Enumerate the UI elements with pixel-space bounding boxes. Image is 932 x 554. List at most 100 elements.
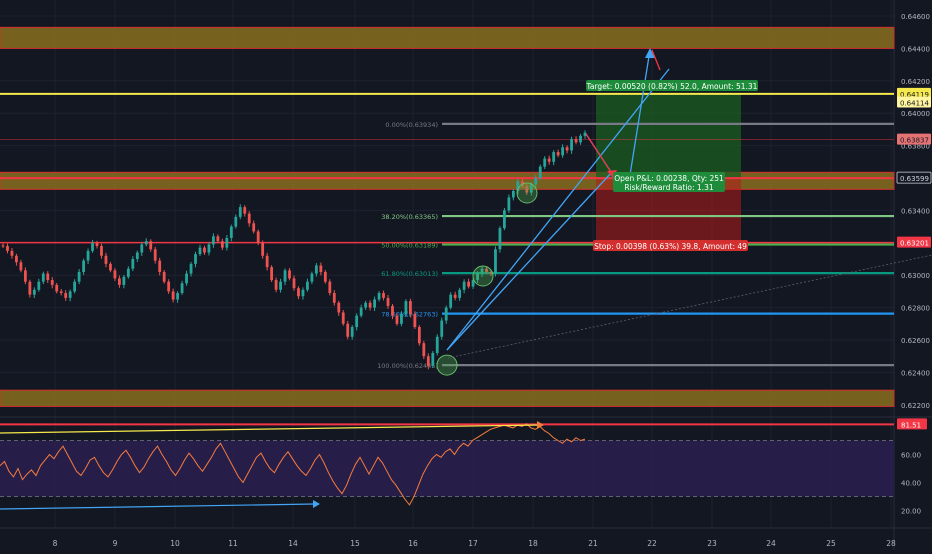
trendline-projection — [446, 68, 670, 351]
time-tick-label: 15 — [350, 539, 360, 548]
candle-body — [68, 291, 72, 298]
candle-body — [538, 166, 542, 178]
candlestick-series — [1, 130, 587, 370]
arrow-head-up — [645, 48, 655, 58]
candle-body — [46, 273, 50, 281]
candle-body — [77, 271, 81, 282]
candle-body — [122, 276, 126, 285]
rsi-arrow-lower — [313, 500, 320, 508]
rsi-line — [0, 423, 586, 506]
stop-label: Stop: 0.00398 (0.63%) 39.8, Amount: 49 — [593, 240, 748, 251]
fib-level-label: 38.20%(0.63365) — [381, 213, 438, 221]
time-tick-label: 21 — [588, 539, 598, 548]
candle-body — [261, 242, 265, 256]
candle-body — [561, 147, 565, 156]
candle-body — [574, 139, 578, 143]
candle-body — [373, 299, 376, 308]
price-tick-label: 0.63800 — [901, 143, 930, 151]
candle-body — [449, 294, 453, 308]
projection-reject — [651, 49, 661, 71]
stop-label-bg — [593, 240, 748, 251]
candle-body — [579, 135, 582, 143]
price-tick-label: 0.62800 — [901, 305, 930, 313]
trendline-support — [446, 171, 613, 351]
price-tick-label: 0.64600 — [901, 13, 930, 21]
candle-body — [100, 246, 103, 256]
candle-body — [153, 249, 157, 261]
candle-body — [583, 132, 587, 136]
time-tick-label: 8 — [53, 539, 58, 548]
candle-body — [10, 250, 14, 256]
candle-body — [180, 283, 184, 294]
candle-body — [377, 293, 381, 300]
highlight-circle — [516, 182, 538, 204]
candle-body — [565, 147, 569, 151]
position-labels: Target: 0.00520 (0.82%) 52.0, Amount: 51… — [586, 80, 758, 251]
candle-body — [140, 244, 144, 253]
rsi-tick-label: 60.00 — [901, 452, 921, 460]
long-position-tool[interactable] — [596, 93, 741, 243]
candle-body — [543, 158, 547, 167]
candle-body — [319, 265, 323, 272]
candle-body — [229, 226, 233, 238]
candle-body — [552, 152, 556, 162]
candle-body — [212, 236, 215, 245]
candle-body — [243, 207, 247, 214]
candle-body — [113, 270, 117, 279]
candle-body — [391, 305, 394, 316]
candle-body — [55, 284, 59, 292]
price-tick-label: 0.63000 — [901, 272, 930, 280]
time-tick-label: 24 — [766, 539, 776, 548]
candle-body — [297, 288, 300, 297]
candle-body — [64, 293, 68, 298]
stop-label-text: Stop: 0.00398 (0.63%) 39.8, Amount: 49 — [594, 242, 747, 251]
candle-body — [207, 244, 211, 253]
highlight-circle — [436, 354, 458, 376]
candle-body — [332, 293, 336, 303]
candle-body — [494, 249, 497, 274]
candle-body — [350, 327, 354, 337]
candle-body — [194, 254, 197, 264]
candle-body — [185, 273, 188, 284]
candle-body — [1, 245, 5, 247]
candle-body — [525, 186, 529, 193]
projection-drop — [585, 133, 614, 176]
candle-body — [82, 260, 85, 272]
candle-body — [462, 281, 466, 290]
candle-body — [176, 293, 179, 300]
candle-body — [15, 255, 18, 263]
candle-body — [162, 271, 166, 282]
candle-body — [359, 307, 363, 316]
candle-body — [288, 270, 291, 279]
candle-body — [404, 301, 408, 315]
price-tick-label: 0.64000 — [901, 110, 930, 118]
time-tick-label: 16 — [408, 539, 418, 548]
horizontal-lines[interactable] — [0, 92, 894, 244]
candle-body — [234, 216, 238, 227]
time-tick-label: 14 — [288, 539, 298, 548]
candle-body — [400, 314, 403, 324]
price-label: 0.63201 — [897, 236, 931, 248]
fib-level-label: 0.00%(0.63934) — [385, 121, 438, 129]
candle-body — [252, 223, 256, 232]
candle-body — [516, 181, 520, 191]
pnl-label-bg — [613, 172, 725, 192]
rsi-arrow-upper — [537, 421, 544, 429]
fib-level-label: 78.60%(0.62763) — [381, 311, 438, 319]
candle-body — [41, 273, 45, 282]
candle-body — [395, 315, 399, 324]
time-tick-label: 23 — [707, 539, 717, 548]
candle-body — [355, 315, 359, 328]
target-label-text: Target: 0.00520 (0.82%) 52.0, Amount: 51… — [586, 82, 758, 91]
candle-body — [104, 255, 108, 264]
candle-body — [198, 247, 202, 255]
price-label-bg — [897, 96, 931, 108]
candle-body — [306, 281, 309, 290]
candle-body — [149, 241, 153, 250]
candle-body — [6, 246, 9, 251]
time-tick-label: 22 — [647, 539, 657, 548]
target-label: Target: 0.00520 (0.82%) 52.0, Amount: 51… — [586, 80, 758, 91]
